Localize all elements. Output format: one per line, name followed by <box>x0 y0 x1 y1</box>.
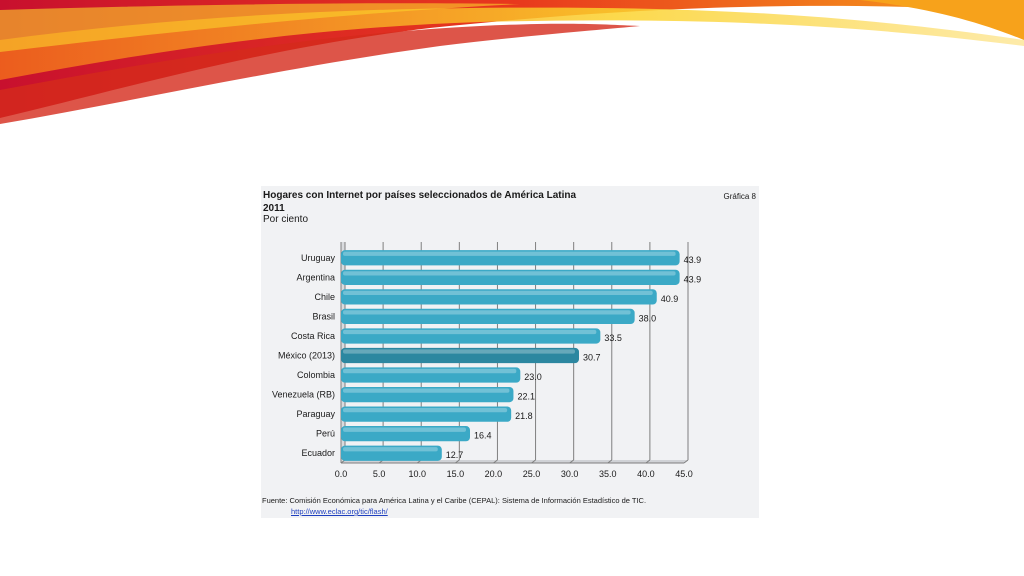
bar <box>341 367 521 383</box>
bar-highlight <box>343 271 676 276</box>
bar-highlight <box>343 368 517 374</box>
chart-title: Hogares con Internet por países seleccio… <box>263 190 577 201</box>
x-tick-label: 10.0 <box>408 469 426 479</box>
data-label: 21.8 <box>515 411 533 421</box>
bar <box>341 308 635 325</box>
x-tick-label: 25.0 <box>523 469 541 479</box>
x-tick-label: 35.0 <box>599 469 617 479</box>
data-label: 12.7 <box>446 450 464 460</box>
bar-highlight <box>343 329 597 335</box>
x-tick-label: 5.0 <box>373 469 386 479</box>
data-label: 30.7 <box>583 353 601 363</box>
bar <box>341 426 471 442</box>
ribbon-band-2 <box>0 7 1024 80</box>
bar <box>341 406 512 422</box>
bar <box>341 347 580 364</box>
bar-highlight <box>343 310 631 315</box>
chart-year: 2011 <box>263 203 285 214</box>
chart-unit: Por ciento <box>263 214 309 225</box>
category-label: Argentina <box>296 272 335 282</box>
ribbon-band-4 <box>860 0 1024 40</box>
bar <box>341 386 514 403</box>
category-label: Venezuela (RB) <box>272 390 335 400</box>
bar-highlight <box>343 388 510 393</box>
category-label: Paraguay <box>296 409 335 419</box>
bar-highlight <box>343 447 438 452</box>
x-tick-label: 45.0 <box>675 469 693 479</box>
x-tick-label: 20.0 <box>485 469 503 479</box>
bar-highlight <box>343 427 467 432</box>
category-label: Colombia <box>297 370 335 380</box>
x-tick-label: 40.0 <box>637 469 655 479</box>
bar-highlight <box>343 408 508 413</box>
bar-chart: 0.0 5.0 10.0 15.0 20.0 25.0 30.0 35.0 40.0 45.0 Ur… <box>272 242 702 479</box>
source-link[interactable]: http://www.eclac.org/tic/flash/ <box>291 507 388 516</box>
category-label: Costa Rica <box>291 331 335 341</box>
category-label: México (2013) <box>278 351 335 361</box>
data-label: 43.9 <box>684 274 702 284</box>
bar-highlight <box>343 349 576 354</box>
ribbon-band-3 <box>0 23 640 125</box>
chart-figure: Hogares con Internet por países seleccio… <box>261 186 759 518</box>
data-label: 43.9 <box>684 255 702 265</box>
category-label: Chile <box>314 292 335 302</box>
bar-highlight <box>343 290 653 296</box>
bar <box>341 289 657 305</box>
bar <box>341 445 442 461</box>
category-label: Perú <box>316 429 335 439</box>
bar <box>341 250 680 266</box>
category-label: Ecuador <box>301 448 335 458</box>
figure-number: Gráfica 8 <box>723 192 756 201</box>
category-label: Uruguay <box>301 253 336 263</box>
data-label: 22.1 <box>517 392 535 402</box>
bar <box>341 269 680 285</box>
data-label: 16.4 <box>474 431 492 441</box>
data-label: 33.5 <box>604 333 622 343</box>
category-label: Brasil <box>312 311 335 321</box>
x-tick-label: 15.0 <box>447 469 465 479</box>
data-label: 40.9 <box>661 294 679 304</box>
bar-highlight <box>343 251 676 256</box>
x-tick-label: 30.0 <box>561 469 579 479</box>
slide-header-ribbon <box>0 0 1024 125</box>
data-label: 38.0 <box>639 313 657 323</box>
bar <box>341 328 601 344</box>
ribbon-band-5 <box>0 3 520 52</box>
source-note: Fuente: Comisión Económica para América … <box>262 496 647 505</box>
gridline-depth <box>683 459 689 464</box>
data-label: 23.0 <box>524 372 542 382</box>
x-tick-label: 0.0 <box>335 469 348 479</box>
